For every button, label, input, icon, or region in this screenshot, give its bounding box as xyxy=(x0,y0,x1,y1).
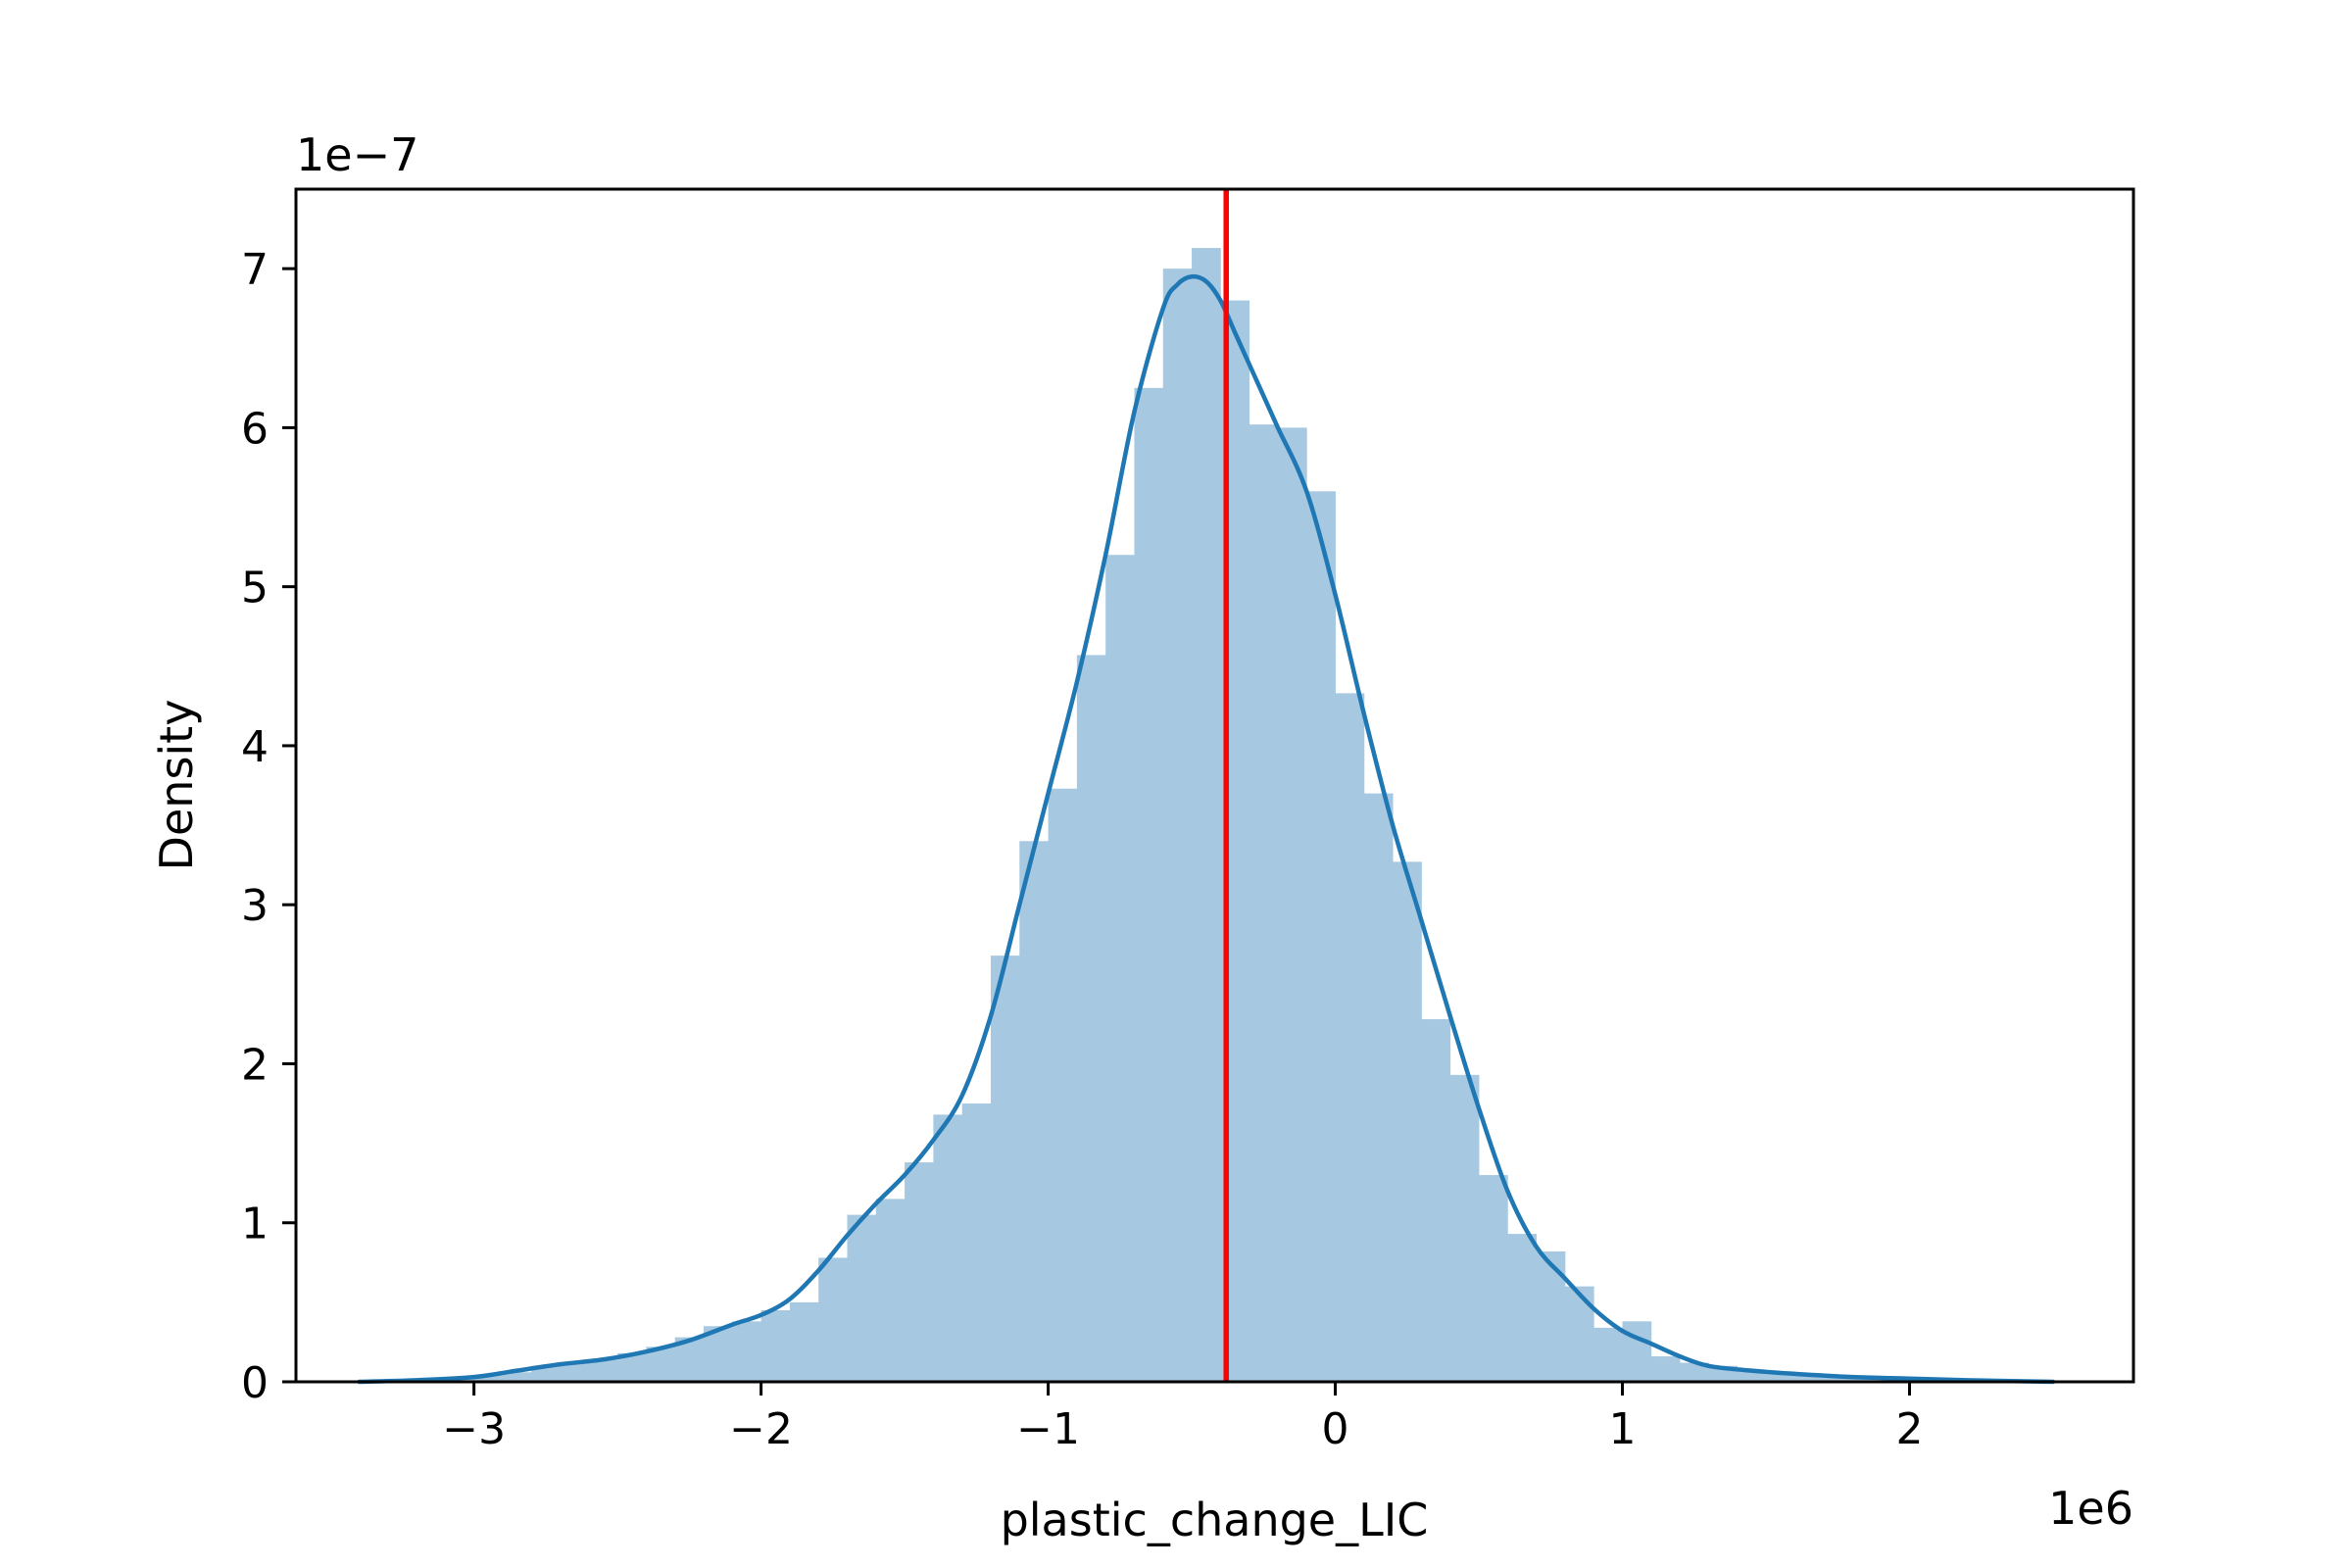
histogram-bar xyxy=(1449,1074,1480,1382)
y-tick-label: 5 xyxy=(241,564,269,613)
y-tick-label: 0 xyxy=(241,1358,269,1408)
x-axis-label: plastic_change_LIC xyxy=(1001,1494,1429,1546)
histogram-bar xyxy=(875,1199,906,1382)
histogram-bar xyxy=(732,1321,762,1382)
histogram-bar xyxy=(760,1309,791,1382)
histogram-bar xyxy=(933,1114,963,1382)
histogram-bar xyxy=(1421,1019,1451,1382)
y-tick-label: 1 xyxy=(241,1200,269,1250)
histogram-bar xyxy=(502,1372,532,1382)
kde-line xyxy=(357,273,2056,1385)
histogram-bar xyxy=(1048,788,1078,1382)
histogram-bar xyxy=(1335,693,1365,1382)
histogram-bar xyxy=(1794,1373,1824,1382)
histogram-bar xyxy=(990,956,1020,1382)
histogram-bar xyxy=(1249,424,1279,1382)
histogram-bar xyxy=(1192,248,1221,1382)
histogram-bar xyxy=(789,1301,819,1382)
y-tick-label: 3 xyxy=(241,881,269,931)
histogram-bar xyxy=(818,1257,848,1382)
histogram-bar xyxy=(1680,1362,1709,1382)
histogram-bar xyxy=(1507,1234,1538,1382)
histogram-bar xyxy=(847,1214,877,1382)
kde-curve-layer xyxy=(357,273,2056,1385)
histogram-bar xyxy=(1823,1375,1853,1382)
histogram-bar xyxy=(1134,387,1164,1383)
histogram-bar xyxy=(1393,861,1422,1382)
histogram-bar xyxy=(1277,427,1307,1382)
histogram-bar xyxy=(1105,555,1135,1382)
histogram-bar xyxy=(1306,491,1336,1382)
y-offset-text: 1e−7 xyxy=(296,128,418,181)
histogram-bar xyxy=(1076,655,1106,1382)
y-tick-label: 2 xyxy=(241,1040,269,1090)
histogram-bar xyxy=(905,1162,934,1382)
histogram-bar xyxy=(1650,1356,1681,1382)
y-axis-label: Density xyxy=(150,700,203,871)
histogram-bar xyxy=(1536,1250,1566,1382)
histogram-bar xyxy=(560,1362,590,1382)
histogram-bar xyxy=(1363,793,1394,1382)
y-axis-ticks: 0 1 2 3 4 5 6 7 xyxy=(241,245,296,1408)
histogram-bar xyxy=(1162,269,1193,1382)
y-tick-label: 6 xyxy=(241,404,269,454)
histogram-bar xyxy=(1479,1175,1508,1382)
histogram-bar xyxy=(473,1375,504,1382)
x-tick-label: −1 xyxy=(1016,1404,1080,1454)
histogram-bar xyxy=(1851,1378,1882,1382)
x-tick-label: 1 xyxy=(1609,1404,1637,1454)
histogram-bar xyxy=(1766,1372,1795,1382)
y-tick-label: 7 xyxy=(241,245,269,295)
x-tick-label: 2 xyxy=(1895,1404,1923,1454)
x-tick-label: −2 xyxy=(729,1404,793,1454)
histogram-bar xyxy=(588,1359,618,1382)
histogram-bar xyxy=(1593,1327,1623,1382)
plot-frame xyxy=(294,187,2135,1384)
histogram-bar xyxy=(1737,1370,1767,1382)
histogram-bars xyxy=(359,248,2054,1383)
x-axis-ticks: −3 −2 −1 0 1 2 xyxy=(442,1382,1923,1454)
histogram-bar xyxy=(1019,841,1049,1382)
histogram-bar xyxy=(1564,1286,1594,1382)
y-tick-label: 4 xyxy=(241,722,269,772)
x-offset-text: 1e6 xyxy=(2048,1482,2133,1535)
x-tick-label: −3 xyxy=(442,1404,506,1454)
histogram-bar xyxy=(961,1103,992,1382)
x-tick-label: 0 xyxy=(1322,1404,1349,1454)
histogram-bar xyxy=(531,1365,561,1382)
histogram-bar xyxy=(1622,1321,1652,1382)
